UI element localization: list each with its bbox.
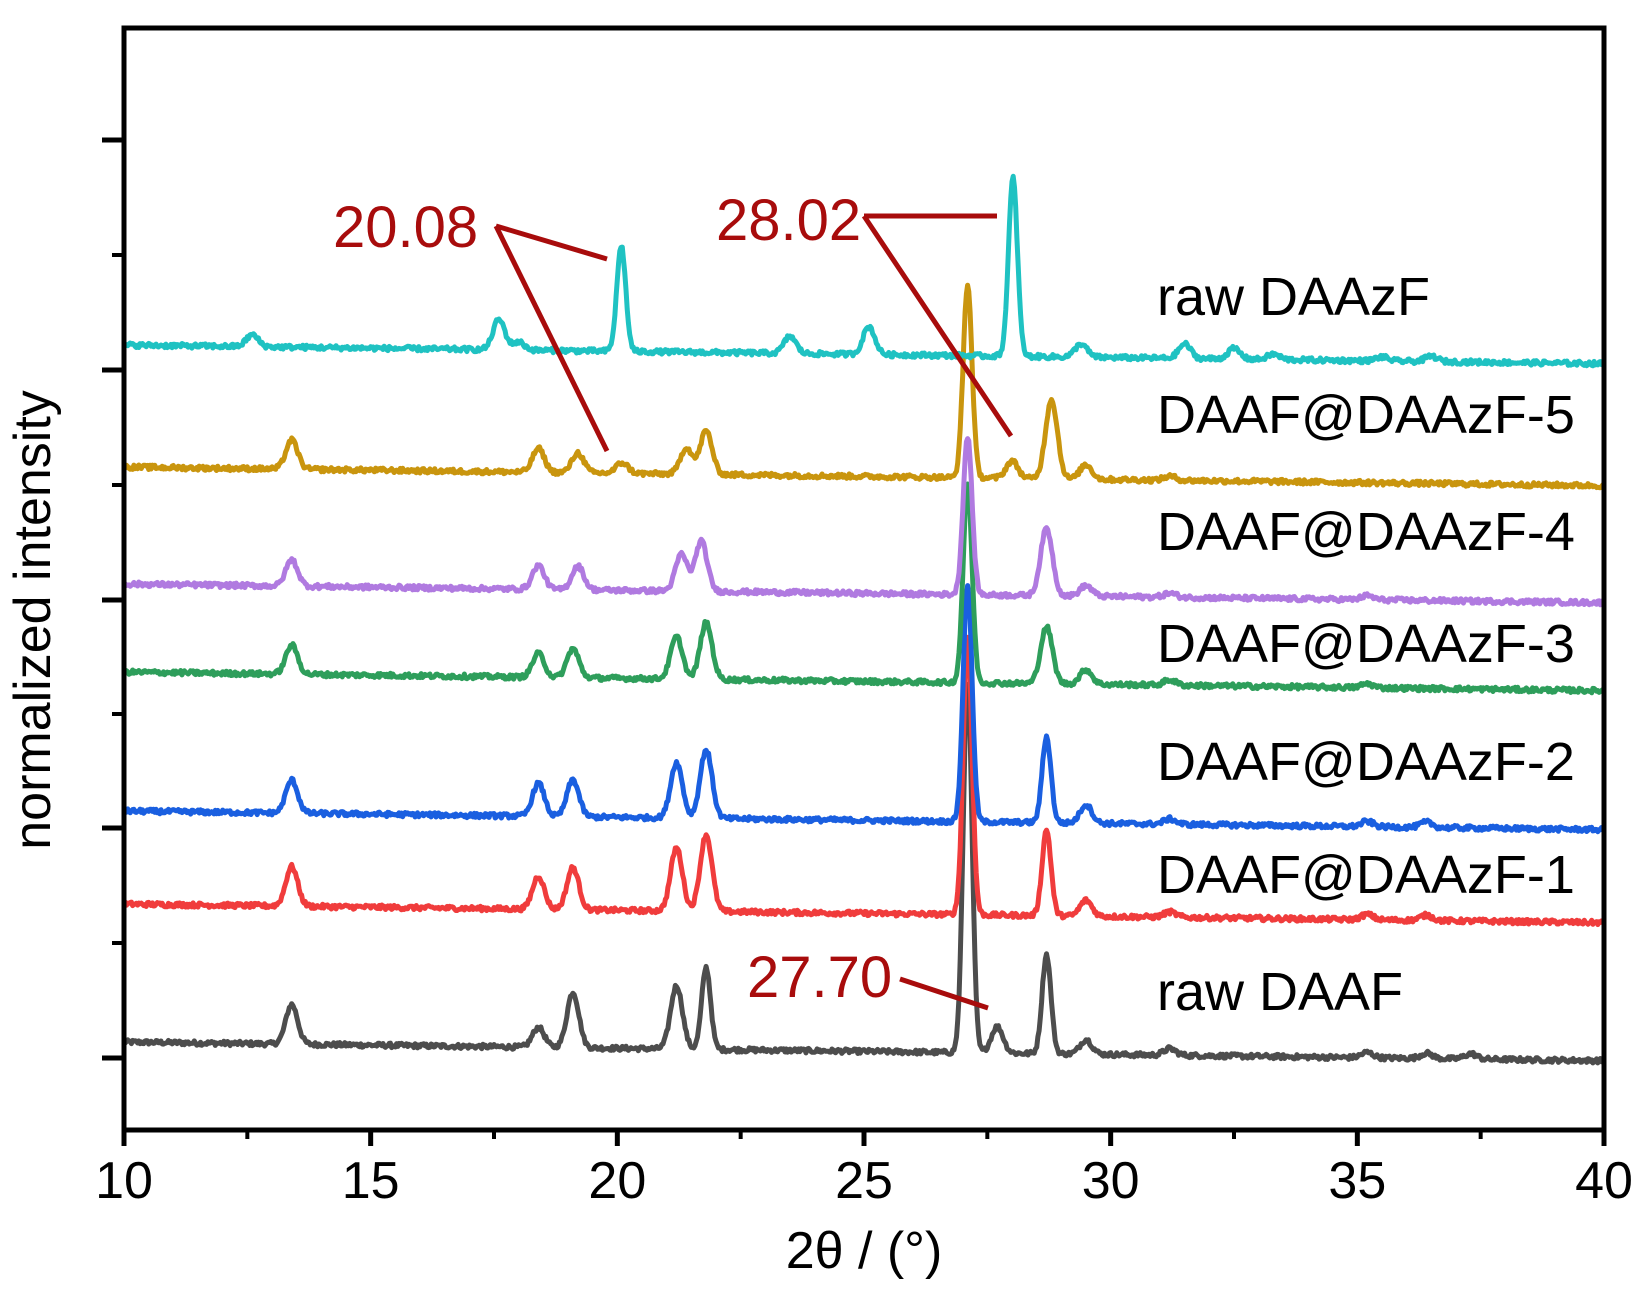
series-line-raw-daaf [124,681,1604,1066]
x-axis: 10 15 20 25 30 35 40 [95,1130,1633,1210]
x-axis-title: 2θ / (°) [786,1222,943,1280]
annotations: 20.08 28.02 27.70 [333,188,1014,1011]
y-axis-ticks [102,137,124,1061]
series-line-daaf-daazf-3 [124,481,1604,696]
series-labels: raw DAAF DAAF@DAAzF-1 DAAF@DAAzF-2 DAAF@DAA… [1157,267,1575,1022]
annotation-label: 20.08 [333,195,478,260]
series-label-daaf-daazf-1: DAAF@DAAzF-1 [1157,845,1575,905]
x-tick-label: 15 [342,1152,400,1210]
annotation-leader-line [495,223,608,262]
x-tick-label: 35 [1328,1152,1386,1210]
series-label-daaf-daazf-4: DAAF@DAAzF-4 [1157,502,1575,562]
annotation-label: 27.70 [747,945,892,1010]
y-axis-title: normalized intensity [4,390,62,850]
annotation-leader-line [493,224,610,453]
series-line-daaf-daazf-5 [124,282,1604,491]
series-label-raw-daazf: raw DAAzF [1157,267,1430,327]
series-line-daaf-daazf-2 [124,583,1604,835]
series-layer [124,173,1604,1066]
x-tick-label: 40 [1575,1152,1633,1210]
series-line-raw-daazf [124,173,1604,369]
series-line-daaf-daazf-1 [124,634,1604,928]
series-label-raw-daaf: raw DAAF [1157,962,1403,1022]
series-label-daaf-daazf-3: DAAF@DAAzF-3 [1157,614,1575,674]
series-label-daaf-daazf-5: DAAF@DAAzF-5 [1157,385,1575,445]
x-tick-label: 25 [835,1152,893,1210]
series-label-daaf-daazf-2: DAAF@DAAzF-2 [1157,732,1575,792]
annotation-label: 28.02 [716,188,861,253]
annotation-leader-line [899,976,989,1011]
series-line-daaf-daazf-4 [124,436,1604,608]
x-tick-label: 20 [588,1152,646,1210]
x-tick-label: 10 [95,1152,153,1210]
annotation-leader-line [861,214,1014,438]
x-tick-label: 30 [1082,1152,1140,1210]
